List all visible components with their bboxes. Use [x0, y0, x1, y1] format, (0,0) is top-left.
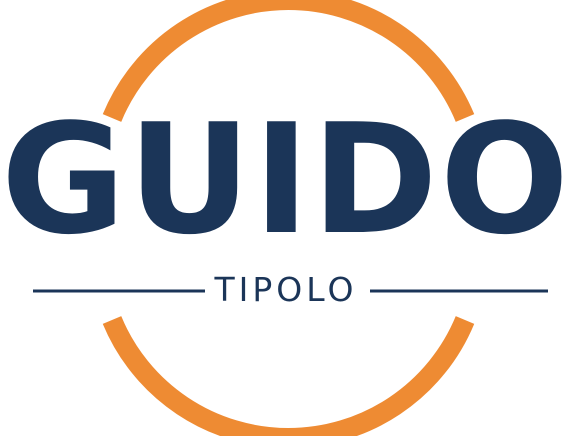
logo-tagline: TIPOLO: [214, 270, 358, 309]
logo-wordmark: GUIDO: [0, 91, 572, 268]
ring-arc-top: [102, 0, 475, 122]
ring-arc-bottom: [102, 316, 475, 436]
